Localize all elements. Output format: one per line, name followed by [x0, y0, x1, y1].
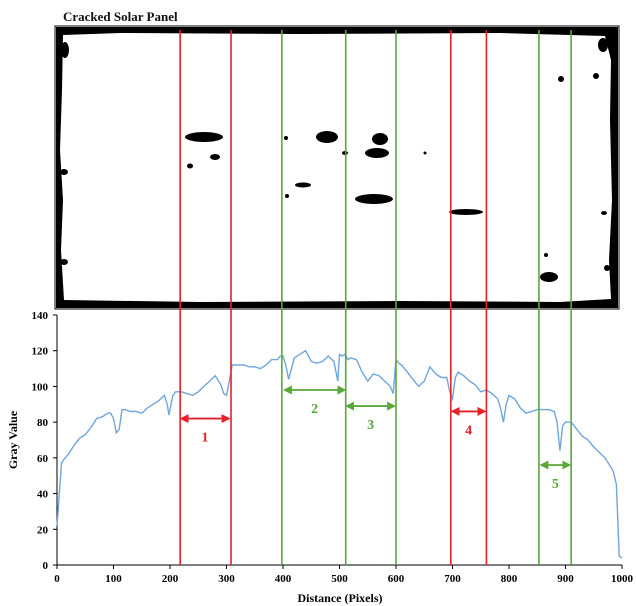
- defect-blob: [285, 194, 289, 198]
- defect-blob: [598, 38, 608, 52]
- y-tick-label: 20: [37, 524, 49, 536]
- defect-blob: [61, 42, 69, 58]
- defect-blob: [284, 136, 288, 140]
- x-tick-label: 500: [331, 573, 348, 585]
- x-tick-label: 200: [162, 573, 179, 585]
- region-markers: 1 2 3 4 5: [179, 385, 572, 492]
- defect-blob: [60, 169, 68, 175]
- defect-blob: [295, 182, 311, 188]
- vertical-marker-lines: [179, 30, 572, 565]
- region-3-label: 3: [367, 418, 374, 433]
- chart-axes: [56, 315, 622, 566]
- y-tick-label: 100: [32, 381, 49, 393]
- defect-blob: [604, 265, 610, 271]
- defect-blob: [60, 259, 68, 265]
- defect-blob: [185, 132, 223, 142]
- panel-outer-frame: [54, 25, 620, 310]
- defect-blob: [449, 209, 483, 215]
- x-tick-label: 400: [275, 573, 292, 585]
- defect-blob: [372, 133, 388, 145]
- y-tick-label: 60: [37, 453, 49, 465]
- defect-blob: [601, 211, 607, 215]
- y-tick-label: 40: [37, 489, 49, 501]
- y-tick-label: 120: [32, 346, 49, 358]
- x-tick-label: 100: [105, 573, 122, 585]
- defect-blob: [593, 73, 599, 79]
- defect-blob: [187, 163, 193, 169]
- defect-blob: [558, 76, 564, 82]
- x-tick-label: 700: [444, 573, 461, 585]
- panel-defects: [60, 38, 610, 282]
- gray-value-profile-line: [56, 349, 623, 559]
- region-2-label: 2: [311, 402, 318, 417]
- y-tick-label: 80: [37, 417, 49, 429]
- defect-blob: [210, 154, 220, 160]
- x-tick-label: 300: [218, 573, 235, 585]
- defect-blob: [544, 253, 548, 257]
- y-tick-labels: 0 20 40 60 80 100 120 140: [32, 310, 57, 572]
- y-tick-label: 140: [32, 310, 49, 322]
- x-tick-label: 800: [501, 573, 518, 585]
- x-axis-label: Distance (Pixels): [298, 591, 383, 605]
- x-tick-label: 1000: [611, 573, 634, 585]
- defect-blob: [365, 148, 389, 158]
- solar-panel-image: [54, 25, 620, 310]
- x-tick-label: 600: [388, 573, 405, 585]
- x-tick-label: 0: [54, 573, 60, 585]
- x-tick-labels: 0 100 200 300 400 500 600 700 800 900 1000: [54, 565, 634, 585]
- defect-blob: [355, 194, 393, 204]
- defect-blob: [540, 272, 558, 282]
- region-5-label: 5: [552, 477, 559, 492]
- x-tick-label: 900: [557, 573, 574, 585]
- y-tick-label: 0: [43, 560, 49, 572]
- defect-blob: [423, 151, 427, 155]
- y-axis-label: Gray Value: [6, 410, 20, 469]
- region-4-label: 4: [465, 423, 472, 438]
- panel-title: Cracked Solar Panel: [63, 9, 178, 24]
- region-1-label: 1: [202, 431, 209, 446]
- defect-blob: [316, 131, 338, 143]
